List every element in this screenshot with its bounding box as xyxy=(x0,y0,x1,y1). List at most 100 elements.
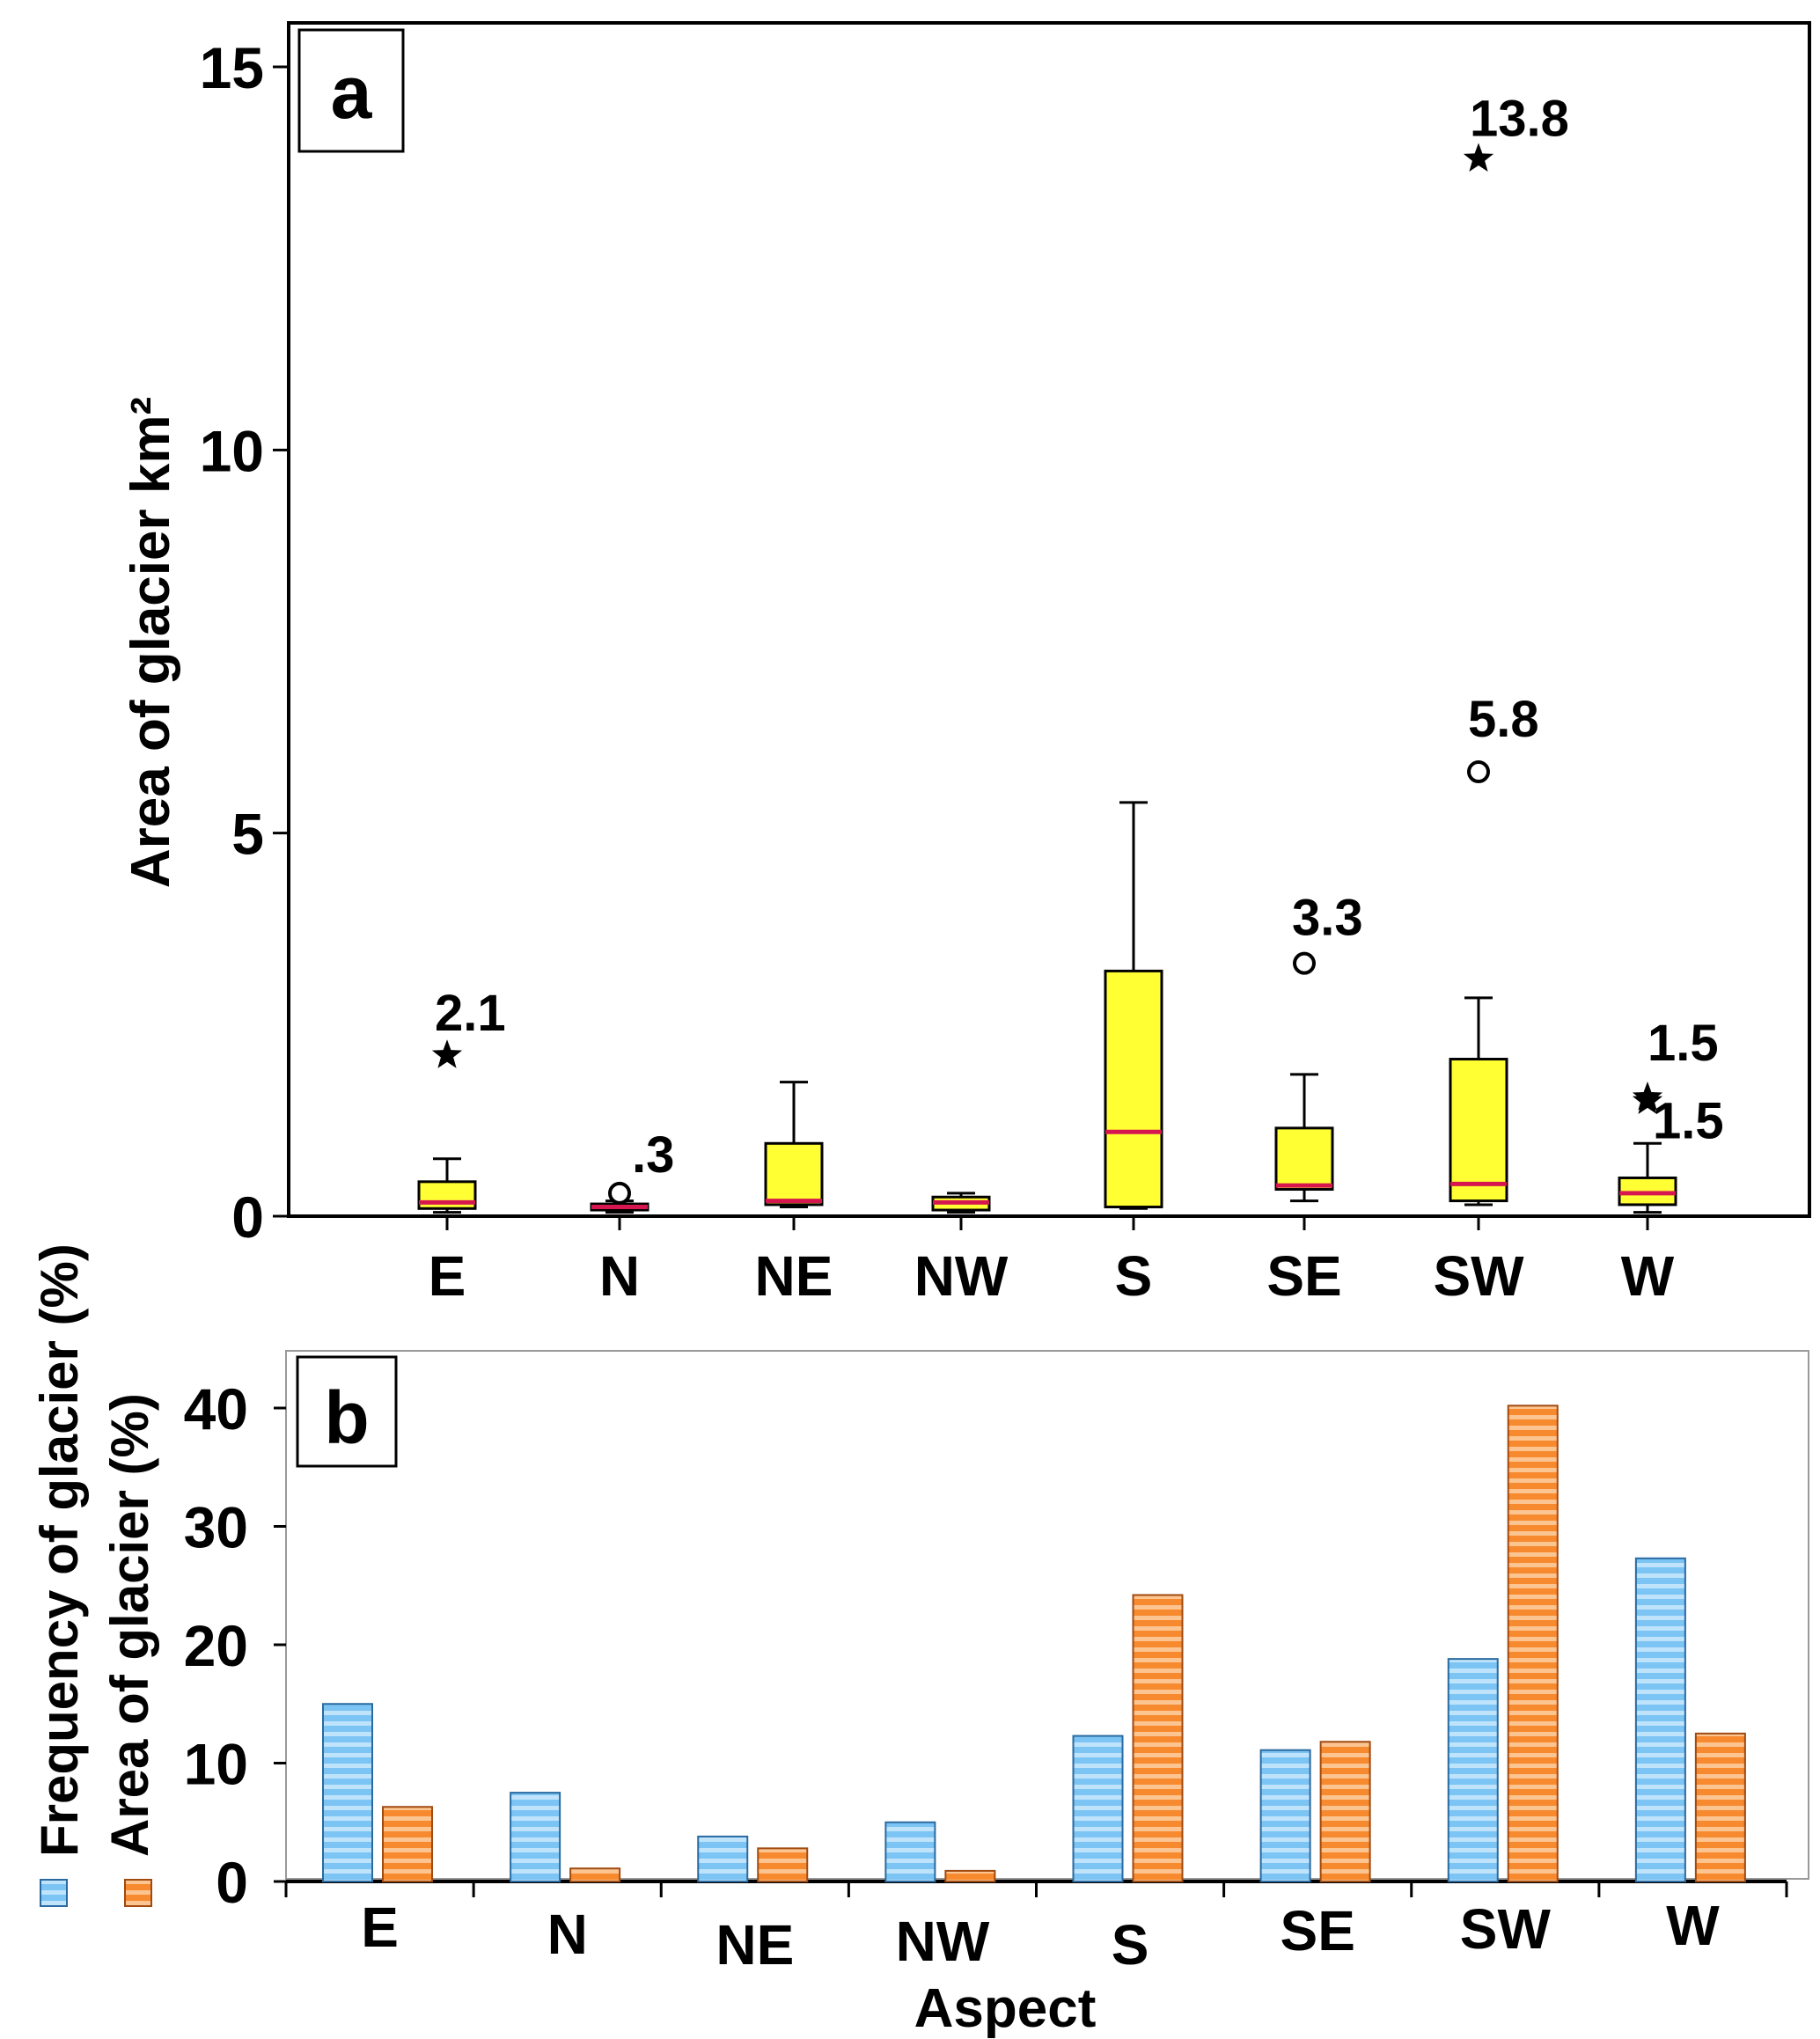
bar-group-e xyxy=(322,1703,433,1882)
box-iqr xyxy=(764,1141,824,1207)
bar-frequency xyxy=(1259,1749,1311,1882)
bar-frequency xyxy=(697,1835,749,1882)
outlier-sw: 5.8 xyxy=(1467,691,1539,784)
x-category-label: W xyxy=(1666,1894,1720,1957)
bar-frequency xyxy=(322,1703,373,1882)
bar-area xyxy=(1507,1405,1559,1883)
bar-frequency xyxy=(884,1821,936,1882)
y-tick-label: 0 xyxy=(231,1185,264,1250)
bar-area xyxy=(944,1869,996,1883)
box-iqr xyxy=(1274,1126,1334,1192)
outlier-value-label: .3 xyxy=(632,1126,674,1184)
box-iqr xyxy=(1449,1058,1508,1203)
x-category-label: N xyxy=(599,1244,640,1308)
outlier-se: 3.3 xyxy=(1292,890,1363,975)
bar-group-w xyxy=(1634,1557,1746,1882)
legend-swatch-area xyxy=(124,1879,152,1907)
legend-label-area: Area of glacier (%) xyxy=(100,1393,159,1857)
x-category-label: E xyxy=(429,1244,466,1308)
outlier-sw: 13.8 xyxy=(1463,90,1569,172)
panel-a-y-ticks: 0 5 10 15 xyxy=(200,35,289,1250)
x-category-label: NE xyxy=(716,1913,794,1977)
bar-frequency xyxy=(1072,1735,1124,1882)
outlier-star-marker xyxy=(1632,1085,1663,1114)
panel-a-label: a xyxy=(297,28,405,153)
y-tick-label: 5 xyxy=(231,802,264,867)
outlier-star-marker xyxy=(431,1039,463,1068)
box-sw xyxy=(1449,996,1508,1207)
legend-swatch-frequency xyxy=(40,1879,68,1907)
bar-frequency xyxy=(510,1792,561,1882)
y-tick-label: 10 xyxy=(200,418,264,483)
box-w xyxy=(1618,1141,1677,1214)
bar-group-nw xyxy=(884,1821,996,1883)
panel-a-frame xyxy=(287,21,1811,1218)
x-category-label: NW xyxy=(896,1910,990,1973)
x-category-label: SE xyxy=(1281,1899,1355,1962)
bar-group-sw xyxy=(1447,1405,1559,1883)
box-nw xyxy=(931,1192,991,1214)
box-e xyxy=(417,1157,477,1214)
panel-a-x-categories: E N NE NW S SE SW W xyxy=(429,1216,1675,1308)
bar-group-se xyxy=(1259,1741,1371,1883)
bar-group-ne xyxy=(697,1835,809,1883)
panel-a-boxplot: a Area of glacier km² 0 5 10 15 E N NE NW S SE SW… xyxy=(121,21,1811,1308)
panel-a-outliers: 2.1 .3 3.3 13.8 5.8 1.5 1.5 xyxy=(431,90,1724,1205)
panel-a-label-text: a xyxy=(331,51,373,134)
outlier-star-marker xyxy=(1463,143,1494,172)
bar-area xyxy=(382,1806,433,1882)
bar-group-s xyxy=(1072,1594,1184,1882)
box-s xyxy=(1104,801,1163,1210)
outlier-circle-marker xyxy=(1467,760,1490,784)
x-category-label: W xyxy=(1621,1244,1675,1308)
panel-a-boxes xyxy=(417,801,1677,1214)
y-tick-label: 20 xyxy=(184,1613,248,1678)
bar-area xyxy=(1132,1594,1184,1882)
panel-b-label: b xyxy=(296,1355,398,1468)
box-iqr xyxy=(1104,969,1163,1209)
x-category-label: S xyxy=(1112,1913,1149,1977)
bar-area xyxy=(569,1867,621,1883)
panel-b-bars xyxy=(322,1405,1746,1883)
outlier-value-label: 2.1 xyxy=(435,985,506,1042)
y-tick-label: 0 xyxy=(216,1850,248,1915)
x-category-label: NW xyxy=(914,1244,1009,1308)
bar-group-n xyxy=(510,1792,621,1883)
panel-b-label-box xyxy=(296,1355,398,1468)
outlier-e: 2.1 xyxy=(431,985,506,1068)
outlier-value-label: 13.8 xyxy=(1470,90,1569,147)
x-category-label: N xyxy=(547,1903,588,1966)
panel-b-label-text: b xyxy=(324,1376,369,1459)
outlier-value-label: 1.5 xyxy=(1653,1092,1724,1149)
x-category-label: SW xyxy=(1460,1897,1552,1961)
outlier-value-label: 5.8 xyxy=(1468,691,1539,748)
outlier-circle-marker xyxy=(1293,951,1316,975)
legend-label-frequency: Frequency of glacier (%) xyxy=(30,1243,89,1857)
panel-a-label-box xyxy=(297,28,405,153)
bar-area xyxy=(1319,1741,1371,1883)
y-tick-label: 40 xyxy=(184,1376,248,1441)
bar-area xyxy=(757,1847,809,1883)
outlier-circle-marker xyxy=(608,1181,631,1205)
x-category-label: S xyxy=(1115,1244,1153,1308)
panel-b-legend: Frequency of glacier (%) Area of glacier… xyxy=(30,1243,159,1907)
box-ne xyxy=(764,1081,824,1209)
outlier-n: .3 xyxy=(608,1126,674,1205)
bar-area xyxy=(1694,1732,1746,1882)
x-category-label: SW xyxy=(1433,1244,1524,1308)
box-se xyxy=(1274,1073,1334,1203)
panel-a-y-axis-title: Area of glacier km² xyxy=(121,397,181,888)
panel-b-y-ticks: 0 10 20 30 40 xyxy=(184,1376,1788,1915)
bar-frequency xyxy=(1447,1658,1499,1883)
y-tick-label: 30 xyxy=(184,1495,248,1560)
y-tick-label: 10 xyxy=(184,1732,248,1797)
y-tick-label: 15 xyxy=(200,35,264,100)
outlier-value-label: 1.5 xyxy=(1648,1015,1719,1072)
panel-b-x-axis-title: Aspect xyxy=(914,1978,1097,2039)
panel-b-frame xyxy=(285,1350,1809,1880)
outlier-value-label: 3.3 xyxy=(1292,890,1363,947)
x-category-label: SE xyxy=(1266,1244,1341,1308)
x-category-label: NE xyxy=(755,1244,833,1308)
